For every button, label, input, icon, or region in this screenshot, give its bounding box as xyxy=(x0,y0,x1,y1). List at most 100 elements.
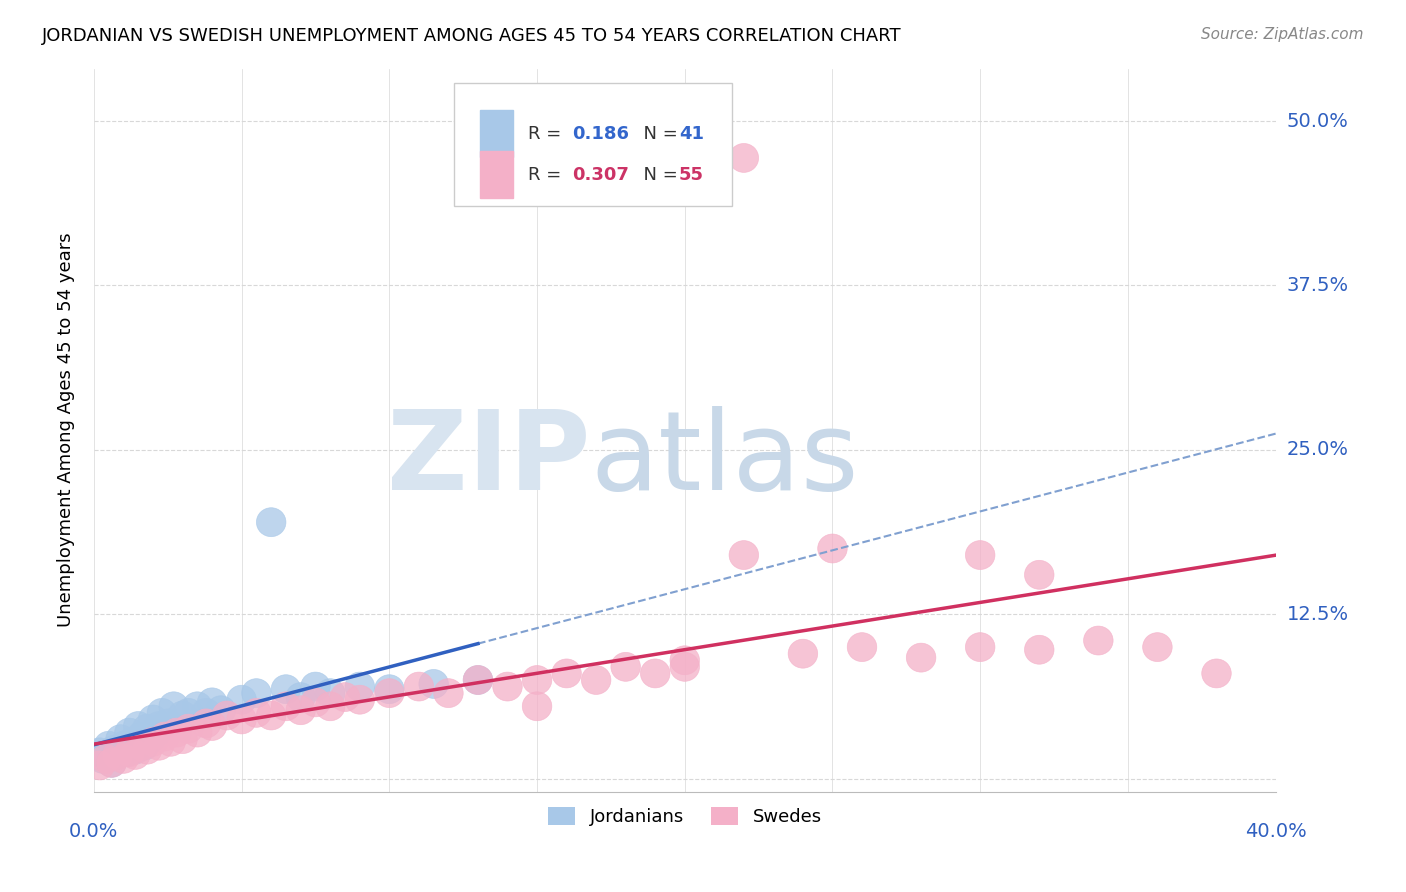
Ellipse shape xyxy=(522,665,551,695)
Ellipse shape xyxy=(374,674,404,704)
Ellipse shape xyxy=(966,632,995,662)
Ellipse shape xyxy=(463,665,492,695)
Ellipse shape xyxy=(242,698,271,727)
Ellipse shape xyxy=(730,541,759,569)
Ellipse shape xyxy=(1025,635,1054,665)
Ellipse shape xyxy=(256,701,285,730)
Text: 50.0%: 50.0% xyxy=(1286,112,1348,130)
Bar xyxy=(481,152,513,198)
Ellipse shape xyxy=(966,541,995,569)
Text: 0.307: 0.307 xyxy=(572,166,630,184)
Ellipse shape xyxy=(86,738,115,767)
Ellipse shape xyxy=(100,735,129,764)
Ellipse shape xyxy=(818,534,848,563)
Ellipse shape xyxy=(183,718,212,747)
Text: atlas: atlas xyxy=(591,406,859,513)
Ellipse shape xyxy=(108,731,138,760)
Ellipse shape xyxy=(671,646,700,674)
Ellipse shape xyxy=(641,659,671,688)
Ellipse shape xyxy=(167,724,197,754)
Ellipse shape xyxy=(141,718,170,747)
Ellipse shape xyxy=(848,632,877,662)
Ellipse shape xyxy=(89,745,118,773)
Ellipse shape xyxy=(344,685,374,714)
Ellipse shape xyxy=(610,652,641,681)
Bar xyxy=(481,110,513,157)
Ellipse shape xyxy=(671,652,700,681)
Ellipse shape xyxy=(789,640,818,668)
Text: 41: 41 xyxy=(679,125,704,143)
Ellipse shape xyxy=(301,688,330,717)
Ellipse shape xyxy=(374,679,404,707)
Ellipse shape xyxy=(301,672,330,701)
Ellipse shape xyxy=(271,692,301,721)
Ellipse shape xyxy=(404,672,433,701)
Ellipse shape xyxy=(191,698,221,727)
Ellipse shape xyxy=(138,727,167,756)
Ellipse shape xyxy=(344,672,374,701)
Ellipse shape xyxy=(285,682,315,712)
Ellipse shape xyxy=(86,751,115,780)
Ellipse shape xyxy=(162,718,191,747)
Ellipse shape xyxy=(330,682,360,712)
Ellipse shape xyxy=(1143,632,1173,662)
Ellipse shape xyxy=(103,740,132,770)
Ellipse shape xyxy=(551,659,581,688)
FancyBboxPatch shape xyxy=(454,83,733,206)
Ellipse shape xyxy=(463,665,492,695)
Ellipse shape xyxy=(111,738,141,767)
Legend: Jordanians, Swedes: Jordanians, Swedes xyxy=(541,799,828,833)
Ellipse shape xyxy=(1202,659,1232,688)
Ellipse shape xyxy=(159,692,188,721)
Ellipse shape xyxy=(121,740,150,770)
Text: N =: N = xyxy=(631,125,683,143)
Ellipse shape xyxy=(91,745,121,773)
Ellipse shape xyxy=(315,692,344,721)
Text: 12.5%: 12.5% xyxy=(1286,605,1348,624)
Ellipse shape xyxy=(127,722,156,751)
Ellipse shape xyxy=(315,679,344,707)
Ellipse shape xyxy=(581,665,610,695)
Text: JORDANIAN VS SWEDISH UNEMPLOYMENT AMONG AGES 45 TO 54 YEARS CORRELATION CHART: JORDANIAN VS SWEDISH UNEMPLOYMENT AMONG … xyxy=(42,27,901,45)
Text: R =: R = xyxy=(527,125,572,143)
Ellipse shape xyxy=(129,731,159,760)
Ellipse shape xyxy=(522,692,551,721)
Ellipse shape xyxy=(1084,626,1114,655)
Text: Source: ZipAtlas.com: Source: ZipAtlas.com xyxy=(1201,27,1364,42)
Ellipse shape xyxy=(103,740,132,770)
Ellipse shape xyxy=(174,698,204,727)
Ellipse shape xyxy=(91,740,121,770)
Text: 0.186: 0.186 xyxy=(572,125,630,143)
Ellipse shape xyxy=(108,745,138,773)
Ellipse shape xyxy=(118,727,148,756)
Text: 40.0%: 40.0% xyxy=(1244,822,1306,841)
Text: 55: 55 xyxy=(679,166,704,184)
Ellipse shape xyxy=(492,672,522,701)
Ellipse shape xyxy=(285,696,315,724)
Text: R =: R = xyxy=(527,166,572,184)
Ellipse shape xyxy=(138,705,167,734)
Ellipse shape xyxy=(197,712,226,740)
Ellipse shape xyxy=(135,724,165,754)
Ellipse shape xyxy=(212,701,242,730)
Ellipse shape xyxy=(907,643,936,672)
Text: 0.0%: 0.0% xyxy=(69,822,118,841)
Ellipse shape xyxy=(256,508,285,537)
Text: 25.0%: 25.0% xyxy=(1286,441,1348,459)
Ellipse shape xyxy=(153,709,183,738)
Ellipse shape xyxy=(226,705,256,734)
Ellipse shape xyxy=(433,679,463,707)
Ellipse shape xyxy=(105,724,135,754)
Ellipse shape xyxy=(730,144,759,172)
Ellipse shape xyxy=(183,692,212,721)
Ellipse shape xyxy=(97,748,127,777)
Ellipse shape xyxy=(121,735,150,764)
Ellipse shape xyxy=(226,685,256,714)
Text: 37.5%: 37.5% xyxy=(1286,276,1348,295)
Ellipse shape xyxy=(1025,560,1054,590)
Ellipse shape xyxy=(242,679,271,707)
Ellipse shape xyxy=(115,738,145,767)
Ellipse shape xyxy=(156,727,186,756)
Ellipse shape xyxy=(132,735,162,764)
Ellipse shape xyxy=(419,670,449,698)
